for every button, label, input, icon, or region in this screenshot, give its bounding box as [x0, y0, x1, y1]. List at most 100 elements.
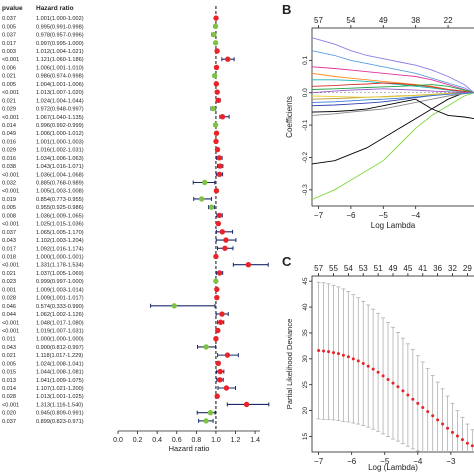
hr-label: 0.972(0.948-0.997): [36, 107, 84, 113]
hr-point: [213, 81, 220, 87]
coefficient-path: [311, 92, 474, 200]
top-tick-label: 38: [411, 16, 420, 25]
x-tick-label: 1.4: [250, 437, 260, 444]
x-tick-label: 0.2: [133, 437, 143, 444]
pvalue-label: <0.001: [2, 263, 19, 269]
hr-point: [213, 138, 219, 145]
pvalue-label: 0.043: [2, 345, 16, 351]
top-tick-label: 49: [389, 264, 398, 273]
hr-point: [213, 130, 220, 136]
x-tick-label: 0.4: [152, 437, 162, 444]
top-tick-label: 51: [374, 264, 383, 273]
x-tick-label: 0.6: [172, 437, 182, 444]
hr-label: 1.041(1.009-1.075): [36, 378, 84, 384]
pvalue-label: 0.014: [2, 123, 16, 129]
pvalue-label: 0.038: [2, 164, 16, 170]
hr-label: 1.001(1.000-1.002): [36, 16, 84, 22]
coefficient-path: [311, 92, 474, 116]
top-tick-label: 57: [314, 16, 323, 25]
pvalue-label: 0.037: [2, 230, 16, 236]
pvalue-label: <0.001: [2, 90, 19, 96]
hr-label: 1.005(1.003-1.008): [36, 189, 84, 195]
hr-label: 1.000(1.000-1.001): [36, 254, 84, 260]
cv-mean-point: [317, 349, 321, 353]
top-tick-label: 32: [448, 264, 457, 273]
hr-point: [212, 40, 219, 46]
cv-mean-point: [322, 349, 326, 353]
cv-mean-point: [341, 353, 345, 357]
cv-mean-point: [446, 426, 450, 430]
cv-mean-point: [436, 418, 440, 422]
coefficient-path: [311, 92, 474, 98]
hr-point: [217, 319, 224, 325]
hr-label: 0.885(0.768-0.989): [36, 181, 84, 187]
hr-point: [214, 393, 220, 399]
pvalue-label: 0.017: [2, 41, 16, 47]
pvalue-label: 0.017: [2, 246, 16, 252]
hr-label: 1.121(1.060-1.186): [36, 57, 84, 63]
y-tick-label: 45: [302, 277, 309, 285]
cv-mean-point: [431, 414, 435, 418]
top-tick-label: 53: [359, 264, 368, 273]
hr-label: 1.092(1.016-1.174): [36, 246, 84, 252]
hr-label: 1.000(1.000-1.000): [36, 337, 84, 343]
hr-point: [198, 196, 205, 202]
plot-frame: [311, 27, 474, 207]
cv-mean-point: [406, 393, 410, 397]
cv-mean-point: [401, 389, 405, 393]
hr-point: [225, 56, 231, 62]
cv-mean-point: [356, 359, 360, 363]
hr-point: [215, 220, 222, 227]
hr-label: 0.945(0.809-0.991): [36, 411, 84, 417]
pvalue-label: 0.003: [2, 49, 16, 55]
hr-label: 0.999(0.997-1.000): [36, 279, 84, 285]
cv-mean-point: [376, 370, 380, 374]
hr-label: 1.044(1.008-1.081): [36, 370, 84, 376]
top-tick-label: 49: [379, 16, 388, 25]
y-tick-label: 30: [302, 355, 309, 363]
cv-series: [316, 281, 474, 452]
hr-label: 1.036(1.004-1.068): [36, 172, 84, 178]
y-tick-label: -0.1: [302, 119, 309, 131]
hr-label: 1.118(1.017-1.229): [36, 353, 83, 359]
cv-mean-point: [451, 430, 455, 434]
hr-label: 1.313(1.116-1.540): [36, 402, 83, 408]
x-axis-title: Log (Lambda): [368, 463, 418, 472]
y-tick-label: 35: [302, 329, 309, 337]
cv-mean-point: [336, 352, 340, 356]
pvalue-label: 0.021: [2, 98, 16, 104]
pvalue-label: <0.001: [2, 320, 19, 326]
cv-mean-point: [426, 410, 430, 414]
cv-mean-point: [361, 361, 365, 365]
hr-label: 1.006(1.001-1.010): [36, 65, 84, 71]
hr-point: [214, 89, 220, 95]
hr-label: 0.986(0.974-0.998): [36, 74, 84, 80]
hazard-ratio-header: Hazard ratio: [36, 5, 74, 12]
cv-deviance-panel: C −7 −6 −5 −4 −3 57 55 54 53 51 49 45 41 36 32 29 15 20 25 3…: [282, 254, 474, 472]
cv-mean-point: [331, 351, 335, 355]
hr-label: 1.006(1.000-1.012): [36, 131, 84, 137]
x-tick-label: −7: [314, 457, 324, 466]
hr-point: [210, 105, 216, 112]
top-tick-label: 45: [403, 264, 412, 273]
cv-mean-point: [386, 378, 390, 382]
cv-mean-point: [371, 367, 375, 371]
cv-mean-point: [470, 444, 474, 448]
hr-label: 1.025(1.015-1.036): [36, 222, 84, 228]
forest-plot-panel: pvalue Hazard ratio 0.037 1.001(1.000-1.002…: [2, 5, 270, 453]
pvalue-label: <0.001: [2, 115, 19, 121]
coefficient-path: [311, 50, 474, 94]
pvalue-label: <0.001: [2, 222, 19, 228]
y-axis-title: Coefficients: [285, 96, 294, 138]
x-tick-label: −5: [379, 211, 389, 220]
hr-point: [223, 385, 230, 391]
hr-point: [219, 311, 225, 317]
hr-label: 1.102(1.003-1.204): [36, 238, 84, 244]
top-tick-label: 54: [344, 264, 353, 273]
cv-mean-point: [460, 438, 464, 442]
hr-point: [216, 212, 223, 219]
pvalue-label: 0.005: [2, 82, 16, 88]
pvalue-label: 0.016: [2, 139, 16, 145]
hr-point: [211, 31, 217, 38]
pvalue-label: 0.049: [2, 131, 16, 137]
